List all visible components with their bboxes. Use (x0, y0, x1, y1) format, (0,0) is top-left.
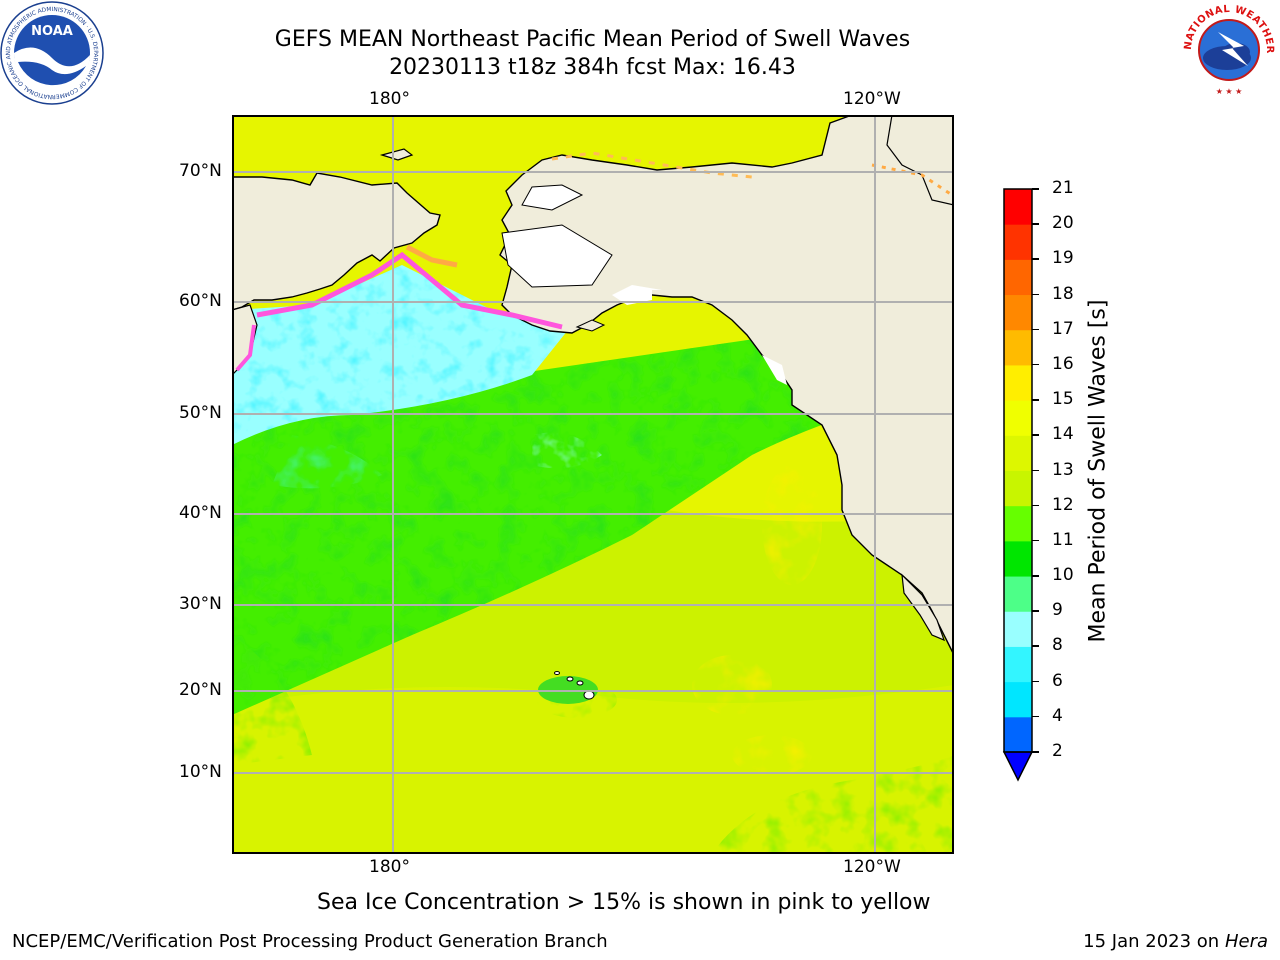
colorbar-tick-label: 10 (1052, 565, 1074, 586)
lat-label-20n: 20°N (179, 680, 222, 700)
colorbar-tick-mark (1032, 539, 1039, 542)
svg-text:★ ★ ★: ★ ★ ★ (1216, 87, 1243, 96)
colorbar-tick-mark (1032, 223, 1039, 225)
colorbar-tick-label: 4 (1052, 705, 1063, 726)
colorbar-tick-mark (1032, 610, 1039, 612)
sea-ice-fringe (256, 251, 563, 330)
footer-date: 15 Jan 2023 on Hera (1083, 931, 1268, 952)
lon-label-top-120w: 120°W (843, 89, 901, 109)
colorbar-tick-label: 17 (1052, 318, 1074, 339)
colorbar-tick-label: 15 (1052, 389, 1074, 410)
colorbar-tick-mark (1032, 504, 1039, 507)
colorbar-swatch (1004, 294, 1032, 331)
colorbar-tick-label: 14 (1052, 424, 1074, 445)
colorbar-tick-label: 21 (1052, 178, 1074, 198)
colorbar-tick-label: 2 (1052, 741, 1063, 761)
colorbar-tick-mark (1032, 575, 1039, 577)
lat-label-30n: 30°N (179, 594, 222, 614)
colorbar-tick-label: 13 (1052, 459, 1074, 480)
map-plot (232, 115, 954, 854)
colorbar-swatch (1004, 435, 1032, 471)
colorbar-swatch (1004, 224, 1032, 260)
footer-branch: NCEP/EMC/Verification Post Processing Pr… (12, 931, 608, 952)
lat-label-60n: 60°N (179, 291, 222, 311)
colorbar-tick-mark (1032, 399, 1039, 401)
noaa-logo: NATIONAL OCEANIC AND ATMOSPHERIC ADMINIS… (0, 0, 104, 105)
nws-logo: NATIONAL WEATHER SERVICE ★ ★ ★ (1178, 0, 1277, 98)
colorbar-tick-label: 18 (1052, 283, 1074, 304)
colorbar-swatch (1004, 646, 1032, 683)
colorbar-label: Mean Period of Swell Waves [s] (1085, 299, 1111, 643)
chart-subtitle: 20230113 t18z 384h fcst Max: 16.43 (389, 55, 796, 80)
colorbar-tick-label: 8 (1052, 635, 1063, 656)
map-graticule (232, 115, 954, 854)
colorbar (1002, 188, 1034, 782)
colorbar-swatch (1004, 329, 1032, 366)
lon-label-bottom-120w: 120°W (843, 857, 901, 877)
colorbar-tick-mark (1032, 363, 1039, 366)
colorbar-swatch (1004, 681, 1032, 718)
noaa-logo-text: NOAA (31, 24, 73, 39)
colorbar-swatch (1004, 576, 1032, 612)
colorbar-extend-arrow (1002, 751, 1034, 782)
colorbar-tick-label: 11 (1052, 529, 1074, 550)
colorbar-tick-label: 9 (1052, 600, 1063, 621)
lon-label-bottom-180: 180° (369, 857, 410, 877)
colorbar-swatch (1004, 189, 1032, 225)
colorbar-swatch (1004, 716, 1032, 753)
colorbar-tick-label: 20 (1052, 213, 1074, 234)
map-frame (232, 115, 954, 854)
land-siberia (232, 172, 441, 311)
colorbar-swatch (1004, 400, 1032, 436)
colorbar-swatch (1004, 505, 1032, 542)
lat-label-10n: 10°N (179, 762, 222, 782)
colorbar-tick-mark (1032, 751, 1039, 753)
colorbar-tick-label: 6 (1052, 670, 1063, 691)
lat-label-40n: 40°N (179, 503, 222, 523)
colorbar-tick-mark (1032, 469, 1039, 471)
colorbar-tick-label: 16 (1052, 353, 1074, 374)
lat-label-50n: 50°N (179, 403, 222, 423)
footer-date-text: 15 Jan 2023 on (1083, 931, 1225, 952)
chart-title: GEFS MEAN Northeast Pacific Mean Period … (274, 27, 911, 52)
colorbar-tick-mark (1032, 645, 1039, 647)
colorbar-tick-mark (1032, 258, 1039, 260)
colorbar-tick-label: 12 (1052, 494, 1074, 515)
colorbar-tick-mark (1032, 434, 1039, 436)
colorbar-swatch (1004, 611, 1032, 647)
colorbar-tick-label: 19 (1052, 248, 1074, 269)
colorbar-swatch (1004, 364, 1032, 401)
colorbar-swatch (1004, 540, 1032, 577)
colorbar-tick-mark (1032, 680, 1039, 683)
colorbar-tick-mark (1032, 328, 1039, 331)
footer-machine: Hera (1224, 931, 1268, 952)
colorbar-tick-mark (1032, 188, 1039, 190)
land-north-america (499, 115, 954, 656)
lat-label-70n: 70°N (179, 161, 222, 181)
sea-ice-note: Sea Ice Concentration > 15% is shown in … (317, 890, 931, 915)
lon-label-top-180: 180° (369, 89, 410, 109)
colorbar-tick-mark (1032, 715, 1039, 718)
colorbar-swatch (1004, 259, 1032, 296)
colorbar-swatch (1004, 470, 1032, 507)
colorbar-tick-mark (1032, 293, 1039, 296)
